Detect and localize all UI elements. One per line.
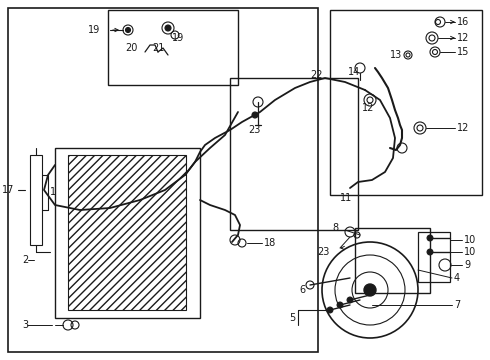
Bar [230,78,358,230]
Circle shape [427,249,433,255]
Circle shape [252,112,258,118]
Text: 23: 23 [318,247,330,257]
Text: 20: 20 [125,43,138,53]
Text: 12: 12 [362,103,374,113]
Text: 10: 10 [464,247,476,257]
Text: 11: 11 [340,193,352,203]
Text: 21: 21 [152,43,164,53]
Text: 12: 12 [457,33,469,43]
Text: 13: 13 [390,50,402,60]
Text: 22: 22 [310,70,322,80]
Circle shape [327,307,333,313]
Text: 4: 4 [454,273,460,283]
Bar [418,232,450,282]
Text: 8: 8 [332,223,338,233]
Bar [68,155,186,310]
Text: 19: 19 [88,25,100,35]
Circle shape [364,284,376,296]
Text: 2: 2 [22,255,28,265]
Text: 12: 12 [457,123,469,133]
Bar [30,155,42,245]
Text: 23: 23 [248,125,260,135]
Circle shape [347,297,353,303]
Circle shape [125,27,130,32]
Bar [330,10,482,195]
Circle shape [165,25,171,31]
Bar [55,148,200,318]
Text: 18: 18 [264,238,276,248]
Text: 6: 6 [299,285,305,295]
Circle shape [427,235,433,241]
Bar [8,8,318,352]
Bar [355,228,430,293]
Text: 10: 10 [464,235,476,245]
Text: 3: 3 [22,320,28,330]
Text: 17: 17 [1,185,14,195]
Bar [108,10,238,85]
Circle shape [337,302,343,308]
Text: 5: 5 [289,313,295,323]
Text: 16: 16 [457,17,469,27]
Text: 9: 9 [464,260,470,270]
Text: 7: 7 [454,300,460,310]
Text: 14: 14 [348,67,360,77]
Text: 15: 15 [457,47,469,57]
Text: 19: 19 [172,33,184,43]
Text: 1: 1 [50,187,56,197]
